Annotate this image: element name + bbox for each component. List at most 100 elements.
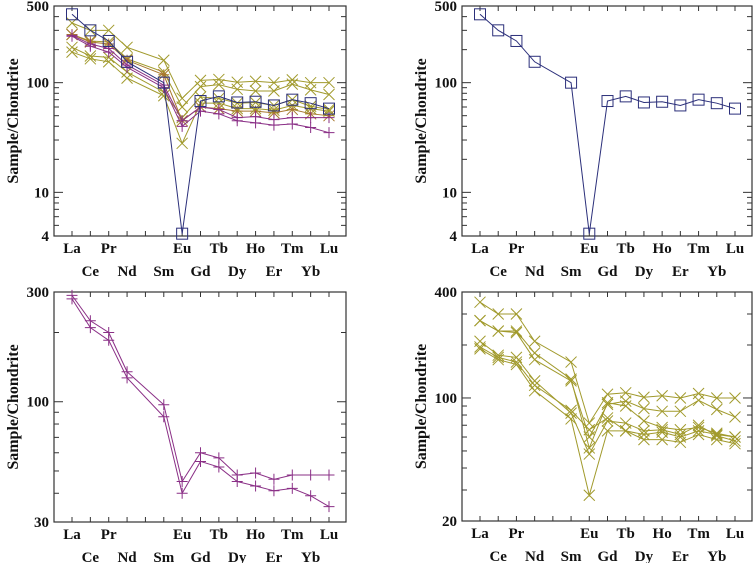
x-tick-label: Ce [489,549,507,563]
data-point [565,373,577,385]
x-tick-label: Er [672,264,689,280]
data-point [656,433,668,446]
data-point [157,54,170,67]
y-tick-label: 100 [435,391,458,407]
x-tick-label: Lu [320,527,338,543]
data-point [213,452,225,464]
data-point [213,461,225,473]
x-tick-label: Sm [561,264,582,280]
x-tick-label: Sm [153,264,174,280]
panel-bottom-right: 20 100 400 La Pr Eu Tb Ho Tm Lu Ce Nd Sm Gd Dy Er Yb Samp… [413,285,753,563]
y-tick-label: 100 [435,76,458,92]
panel-top-right: 4 10 100 500 La Pr Eu Tb Ho Tm Lu Ce Nd Sm Gd Dy Er Yb Sam… [413,0,753,280]
data-point [195,105,206,117]
data-point [268,485,280,497]
data-point [692,419,705,432]
y-tick-label: 500 [27,0,50,15]
data-point [692,394,705,407]
data-point [268,104,280,117]
data-point [268,473,280,485]
x-tick-label: Nd [117,264,137,280]
data-point [510,34,523,47]
series-navy [474,8,741,240]
x-tick-label: Pr [101,527,117,543]
data-point [102,24,115,37]
x-tick-label: Gd [597,549,618,563]
data-point [121,372,133,384]
data-point [638,391,650,404]
data-point [249,96,262,109]
y-axis-label: Sample/Chondrite [5,344,22,469]
data-point [268,107,280,119]
series-olive-1 [66,17,335,105]
data-point [305,469,317,481]
x-tick-label: Ce [489,264,507,280]
data-point [474,8,486,21]
data-point [176,475,188,487]
data-point [66,41,78,54]
x-tick-label: Gd [190,550,211,563]
y-axis-label: Sample/Chondrite [413,58,430,183]
data-point [510,356,523,368]
x-tick-label: Er [266,550,283,563]
data-point [103,334,115,346]
data-point [601,398,614,411]
data-point [729,411,741,423]
x-tick-label: Ho [246,241,265,257]
y-axis-label: Sample/Chondrite [5,58,22,183]
x-tick-label: La [63,241,81,257]
data-point [176,120,188,132]
data-point [710,97,723,110]
data-point [249,102,262,115]
x-tick-label: La [471,241,489,257]
x-tick-label: Sm [153,550,174,563]
data-point [213,108,225,120]
data-point [194,95,207,108]
y-tick-label: 500 [435,0,458,15]
x-tick-label: Tb [210,241,228,257]
data-point [231,83,244,96]
x-tick-label: Dy [228,264,247,280]
data-point [638,415,650,427]
data-point [66,8,78,21]
data-point [729,102,741,115]
x-tick-label: Yb [707,549,726,563]
data-point [601,412,614,424]
plot-frame [53,5,347,237]
data-point [323,127,335,139]
data-point [323,88,335,101]
x-tick-label: Eu [580,241,598,257]
data-point [249,85,262,97]
data-point [286,482,298,494]
data-point [304,83,317,96]
data-point [249,75,262,88]
x-tick-label: Yb [301,264,320,280]
y-tick-label: 10 [34,185,49,201]
data-point [638,402,650,415]
data-point [286,78,299,90]
data-point [304,97,317,110]
series-line [479,348,736,498]
data-point [528,335,541,348]
data-point [176,92,188,105]
x-tick-label: Ho [653,526,672,542]
data-point [176,227,189,240]
data-point [638,433,650,446]
y-tick-label: 10 [442,185,457,201]
data-point [212,90,225,103]
data-point [729,435,741,447]
x-tick-label: Ce [82,264,100,280]
data-point [601,95,614,108]
y-tick-label: 4 [42,229,50,245]
data-point [510,326,523,339]
data-point [231,97,244,110]
data-point [66,30,78,42]
x-tick-label: Gd [597,264,618,280]
data-point [176,137,188,150]
y-tick-label: 400 [435,285,458,301]
y-tick-label: 4 [450,229,458,245]
y-tick-label: 30 [34,515,49,531]
data-point [323,469,335,481]
x-tick-label: Eu [173,527,191,543]
